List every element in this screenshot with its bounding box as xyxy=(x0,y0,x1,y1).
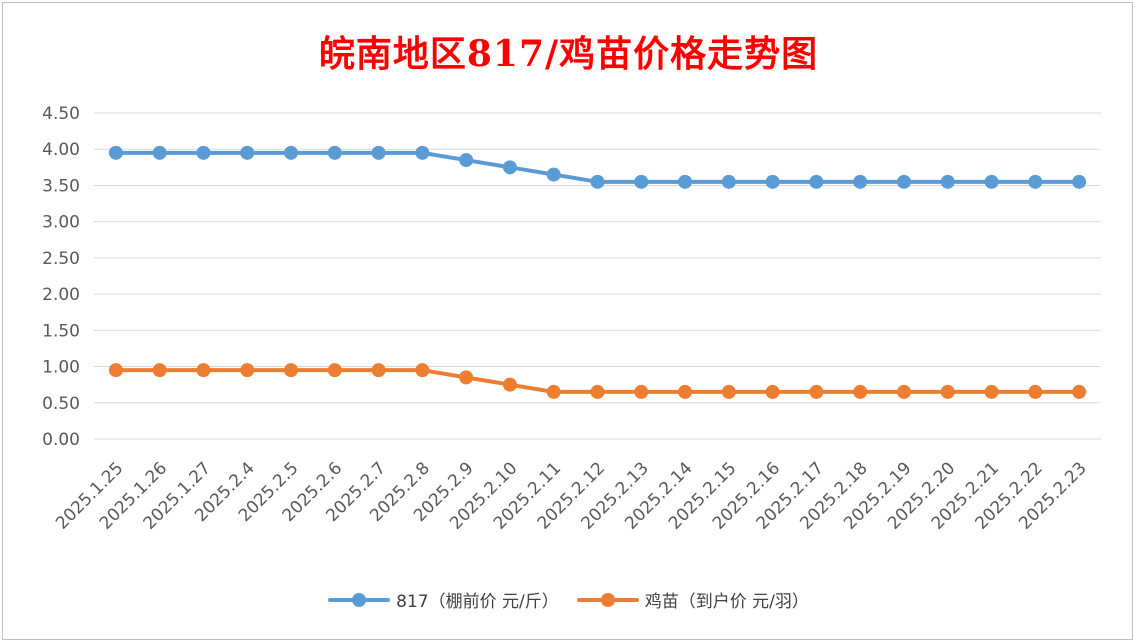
data-point-s0 xyxy=(415,145,430,160)
data-point-s1 xyxy=(502,377,517,392)
data-point-s0 xyxy=(590,174,605,189)
data-point-s1 xyxy=(459,370,474,385)
data-point-s1 xyxy=(940,384,955,399)
chart-title: 皖南地区817/鸡苗价格走势图 xyxy=(318,33,819,75)
legend: 817（棚前价 元/斤） 鸡苗（到户价 元/羽） xyxy=(3,587,1134,612)
data-point-s1 xyxy=(546,384,561,399)
data-point-s1 xyxy=(809,384,824,399)
data-point-s0 xyxy=(809,174,824,189)
data-point-s1 xyxy=(590,384,605,399)
y-tick-label: 3.00 xyxy=(42,213,80,233)
y-tick-label: 3.50 xyxy=(42,176,80,196)
y-tick-label: 4.00 xyxy=(42,140,80,160)
data-point-s0 xyxy=(721,174,736,189)
data-point-s1 xyxy=(721,384,736,399)
data-point-s1 xyxy=(240,363,255,378)
y-tick-label: 2.00 xyxy=(42,285,80,305)
data-point-s0 xyxy=(196,145,211,160)
data-point-s0 xyxy=(1028,174,1043,189)
legend-label-chick: 鸡苗（到户价 元/羽） xyxy=(644,592,809,612)
data-point-s1 xyxy=(327,363,342,378)
data-point-s1 xyxy=(984,384,999,399)
data-point-s0 xyxy=(327,145,342,160)
data-point-s0 xyxy=(940,174,955,189)
data-point-s0 xyxy=(678,174,693,189)
data-point-s1 xyxy=(108,363,123,378)
legend-item-chick[interactable]: 鸡苗（到户价 元/羽） xyxy=(576,587,809,612)
data-point-s0 xyxy=(853,174,868,189)
data-point-s0 xyxy=(546,167,561,182)
data-point-s1 xyxy=(1072,384,1087,399)
data-point-s0 xyxy=(765,174,780,189)
y-tick-label: 0.50 xyxy=(42,394,80,414)
data-point-s1 xyxy=(152,363,167,378)
data-point-s0 xyxy=(1072,174,1087,189)
data-point-s0 xyxy=(459,153,474,168)
data-point-s0 xyxy=(502,160,517,175)
y-tick-label: 1.00 xyxy=(42,358,80,378)
data-point-s1 xyxy=(678,384,693,399)
data-point-s0 xyxy=(984,174,999,189)
data-point-s0 xyxy=(152,145,167,160)
data-point-s1 xyxy=(634,384,649,399)
data-point-s0 xyxy=(108,145,123,160)
legend-label-817: 817（棚前价 元/斤） xyxy=(396,592,559,612)
data-point-s0 xyxy=(240,145,255,160)
data-point-s1 xyxy=(284,363,299,378)
data-point-s1 xyxy=(415,363,430,378)
y-tick-label: 1.50 xyxy=(42,321,80,341)
data-point-s1 xyxy=(371,363,386,378)
legend-swatch-chick xyxy=(576,592,639,607)
data-point-s1 xyxy=(765,384,780,399)
data-point-s0 xyxy=(371,145,386,160)
data-point-s1 xyxy=(853,384,868,399)
data-point-s1 xyxy=(896,384,911,399)
y-tick-label: 4.50 xyxy=(42,104,80,124)
legend-item-817[interactable]: 817（棚前价 元/斤） xyxy=(328,587,559,612)
y-tick-label: 0.00 xyxy=(42,430,80,450)
data-point-s0 xyxy=(284,145,299,160)
data-point-s0 xyxy=(634,174,649,189)
data-point-s1 xyxy=(196,363,211,378)
plot-area: 0.00 0.50 1.00 1.50 2.00 2.50 3.00 3.50 4.00 4.50… xyxy=(42,104,1101,534)
y-tick-label: 2.50 xyxy=(42,249,80,269)
data-point-s0 xyxy=(896,174,911,189)
legend-swatch-817 xyxy=(328,592,391,607)
data-point-s1 xyxy=(1028,384,1043,399)
